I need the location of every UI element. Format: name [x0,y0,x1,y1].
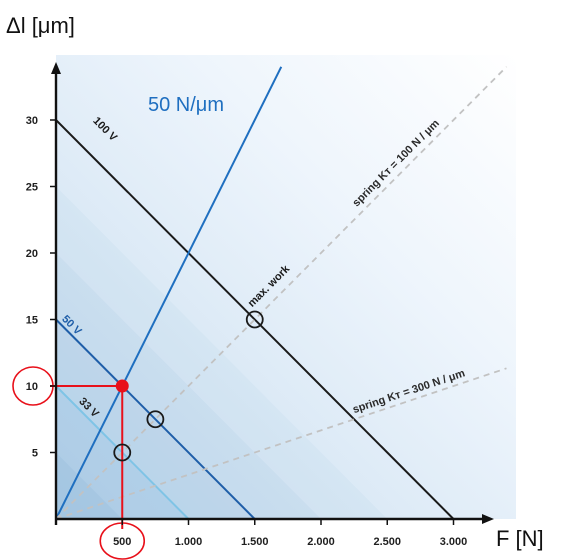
series-lines [55,66,508,520]
open-circle-marker-1 [146,410,165,429]
x-tick-label: 2.500 [373,536,401,548]
y-tick-label: 20 [26,248,38,260]
x-axis-arrow [482,514,494,524]
x-tick-label: 500 [113,536,131,548]
series-line-3 [55,66,283,520]
open-circle-marker-2 [113,443,132,462]
y-axis-arrow [51,62,61,74]
x-tick-label: 1.500 [241,536,269,548]
series-line-5 [55,367,507,520]
y-tick-label: 25 [26,182,38,194]
y-tick-label: 30 [26,115,38,127]
series-line-0 [55,119,455,520]
y-tick-label: 15 [26,315,38,327]
y-axis-title: Δl [μm] [6,13,75,38]
open-circle-marker-0 [245,310,264,329]
y-tick-label: 10 [26,381,38,393]
operating-point-marker [115,379,129,393]
helper-lines [50,385,124,529]
x-tick-label: 3.000 [440,536,468,548]
x-tick-label: 1.000 [175,536,203,548]
annotation-50n-um: 50 N/μm [148,94,224,116]
axes: 500 1.000 1.500 2.000 2.500 3.000 5 10 15 20 25 30 [26,62,494,548]
series-line-4 [55,66,508,520]
x-axis-title: F [N] [496,526,544,551]
y-tick-label: 5 [32,448,38,460]
x-tick-label: 2.000 [307,536,335,548]
series-line-1 [55,318,256,520]
